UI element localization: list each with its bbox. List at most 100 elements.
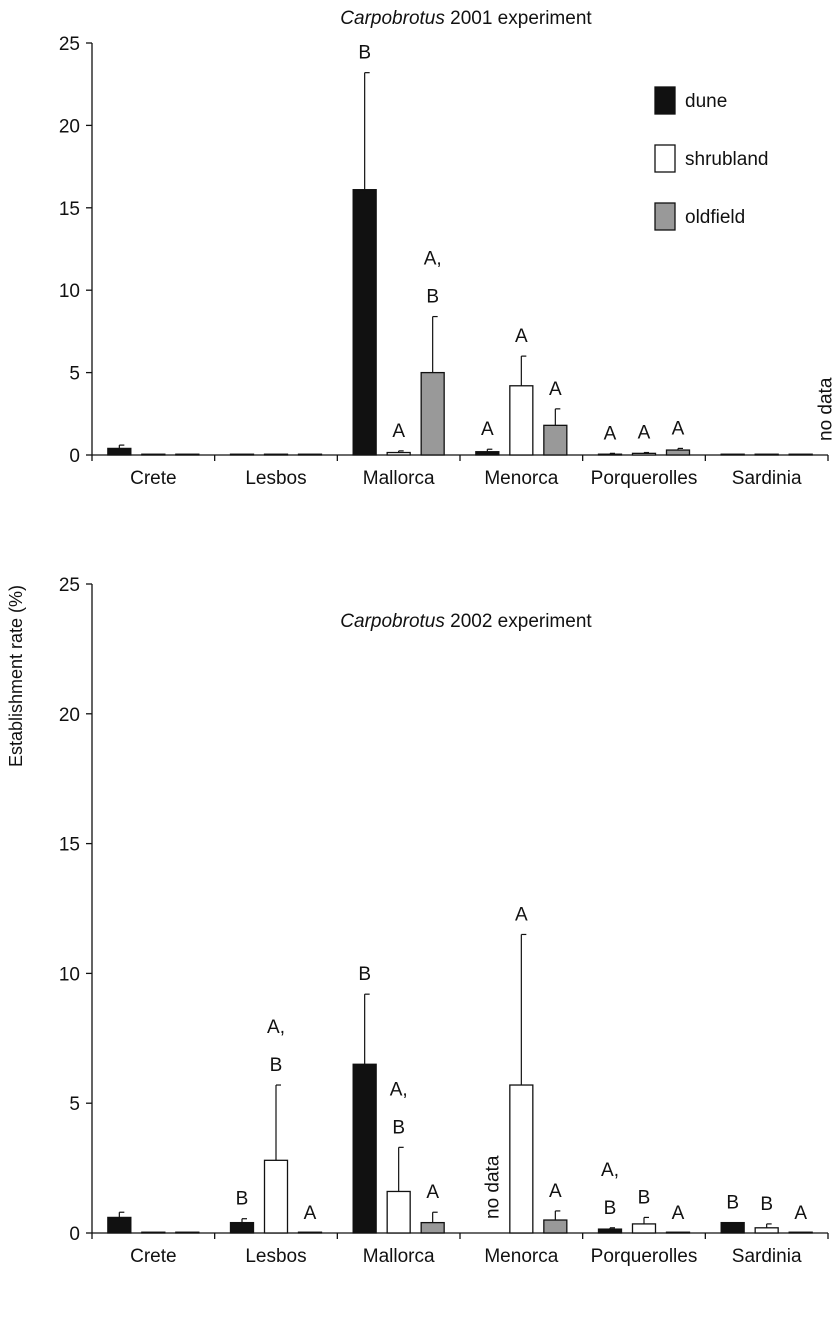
- x-tick-label: Mallorca: [363, 1246, 435, 1267]
- x-tick-label: Lesbos: [245, 468, 306, 489]
- bar-oldfield: [420, 1221, 445, 1234]
- bar-dune: [720, 1221, 745, 1234]
- bar-dune: [107, 447, 132, 456]
- x-tick-label: Sardinia: [732, 1246, 802, 1267]
- significance-label: B: [270, 1055, 283, 1076]
- legend-label-dune: dune: [685, 91, 727, 112]
- x-tick-label: Lesbos: [245, 1246, 306, 1267]
- significance-label: A: [481, 419, 494, 440]
- y-tick-label: 25: [59, 34, 80, 55]
- y-tick-label: 0: [69, 1224, 80, 1245]
- significance-label: A,: [601, 1160, 619, 1181]
- x-tick-label: Mallorca: [363, 468, 435, 489]
- chart-title-rest: 2001 experiment: [445, 8, 593, 29]
- bar-oldfield: [175, 1231, 200, 1234]
- y-tick-label: 10: [59, 281, 80, 302]
- y-tick-label: 20: [59, 705, 80, 726]
- bar-oldfield: [788, 1231, 813, 1234]
- chart-title: Carpobrotus 2001 experiment: [340, 8, 592, 29]
- y-tick-label: 0: [69, 446, 80, 467]
- chart-title: Carpobrotus 2002 experiment: [340, 611, 592, 632]
- bar-oldfield: [420, 371, 445, 456]
- significance-label: A: [638, 423, 651, 444]
- bar-shrubland: [386, 451, 411, 456]
- x-tick-label: Porquerolles: [591, 1246, 698, 1267]
- significance-label: A: [515, 326, 528, 347]
- bar-shrubland: [263, 1159, 289, 1234]
- bar-dune: [229, 453, 255, 456]
- legend-swatch-dune: [654, 86, 676, 115]
- chart-title-italic: Carpobrotus: [340, 8, 445, 29]
- significance-label: B: [236, 1189, 249, 1210]
- x-tick-label: Menorca: [484, 1246, 558, 1267]
- bar-oldfield: [665, 449, 691, 456]
- significance-label: A: [672, 418, 685, 439]
- bar-shrubland: [509, 385, 534, 456]
- legend-label-oldfield: oldfield: [685, 207, 745, 228]
- no-data-label: no data: [482, 1155, 503, 1219]
- y-tick-label: 15: [59, 199, 80, 220]
- significance-label: B: [604, 1198, 617, 1219]
- bar-shrubland: [386, 1190, 411, 1234]
- significance-label: B: [726, 1193, 739, 1214]
- panel-2001: Carpobrotus 2001 experiment 0 5 10 15 20 25 Cre…: [59, 8, 835, 489]
- bar-oldfield: [297, 453, 323, 456]
- significance-label: B: [638, 1187, 651, 1208]
- bar-dune: [229, 1221, 255, 1234]
- no-data-label: no data: [816, 377, 835, 441]
- significance-label: A,: [267, 1017, 285, 1038]
- bar-oldfield: [543, 1219, 568, 1234]
- significance-label: A,: [390, 1079, 408, 1100]
- significance-label: B: [358, 964, 371, 985]
- y-tick-label: 20: [59, 116, 80, 137]
- bar-shrubland: [263, 453, 289, 456]
- bar-shrubland: [631, 452, 657, 456]
- bar-shrubland: [631, 1223, 657, 1234]
- significance-label: B: [760, 1194, 773, 1215]
- bar-shrubland: [509, 1084, 534, 1234]
- significance-label: A: [392, 421, 405, 442]
- panel-2002: Carpobrotus 2002 experiment 0 5 10 15 20 25 Cre…: [59, 575, 829, 1267]
- significance-label: A,: [424, 249, 442, 270]
- significance-label: A: [549, 379, 562, 400]
- legend-label-shrubland: shrubland: [685, 149, 768, 170]
- y-tick-label: 10: [59, 964, 80, 985]
- significance-label: A: [794, 1203, 807, 1224]
- bar-oldfield: [543, 424, 568, 456]
- bar-dune: [597, 453, 623, 456]
- significance-label: A: [672, 1203, 685, 1224]
- y-tick-label: 15: [59, 835, 80, 856]
- bar-shrubland: [754, 453, 779, 456]
- bar-oldfield: [788, 453, 813, 456]
- bar-dune: [475, 451, 500, 456]
- legend: dune shrubland oldfield: [654, 86, 768, 231]
- significance-label: A: [604, 423, 617, 444]
- chart-title-italic: Carpobrotus: [340, 611, 445, 632]
- bar-dune: [352, 1063, 377, 1234]
- significance-label: B: [358, 43, 371, 64]
- y-tick-label: 5: [69, 364, 80, 385]
- x-tick-label: Menorca: [484, 468, 558, 489]
- legend-swatch-oldfield: [654, 202, 676, 231]
- bar-dune: [107, 1216, 132, 1234]
- significance-label: B: [392, 1117, 405, 1138]
- significance-label: A: [426, 1182, 439, 1203]
- chart-title-rest: 2002 experiment: [445, 611, 593, 632]
- bar-shrubland: [754, 1227, 779, 1234]
- x-tick-label: Crete: [130, 1246, 176, 1267]
- bar-oldfield: [297, 1231, 323, 1234]
- y-tick-label: 25: [59, 575, 80, 596]
- significance-label: A: [304, 1203, 317, 1224]
- x-tick-label: Porquerolles: [591, 468, 698, 489]
- bar-dune: [597, 1228, 623, 1234]
- bar-shrubland: [141, 1231, 166, 1234]
- y-axis-label: Establishment rate (%): [6, 585, 26, 767]
- bar-oldfield: [175, 453, 200, 456]
- x-tick-label: Sardinia: [732, 468, 802, 489]
- bar-oldfield: [665, 1231, 691, 1234]
- y-tick-label: 5: [69, 1094, 80, 1115]
- bar-dune: [352, 189, 377, 456]
- x-tick-label: Crete: [130, 468, 176, 489]
- bar-dune: [720, 453, 745, 456]
